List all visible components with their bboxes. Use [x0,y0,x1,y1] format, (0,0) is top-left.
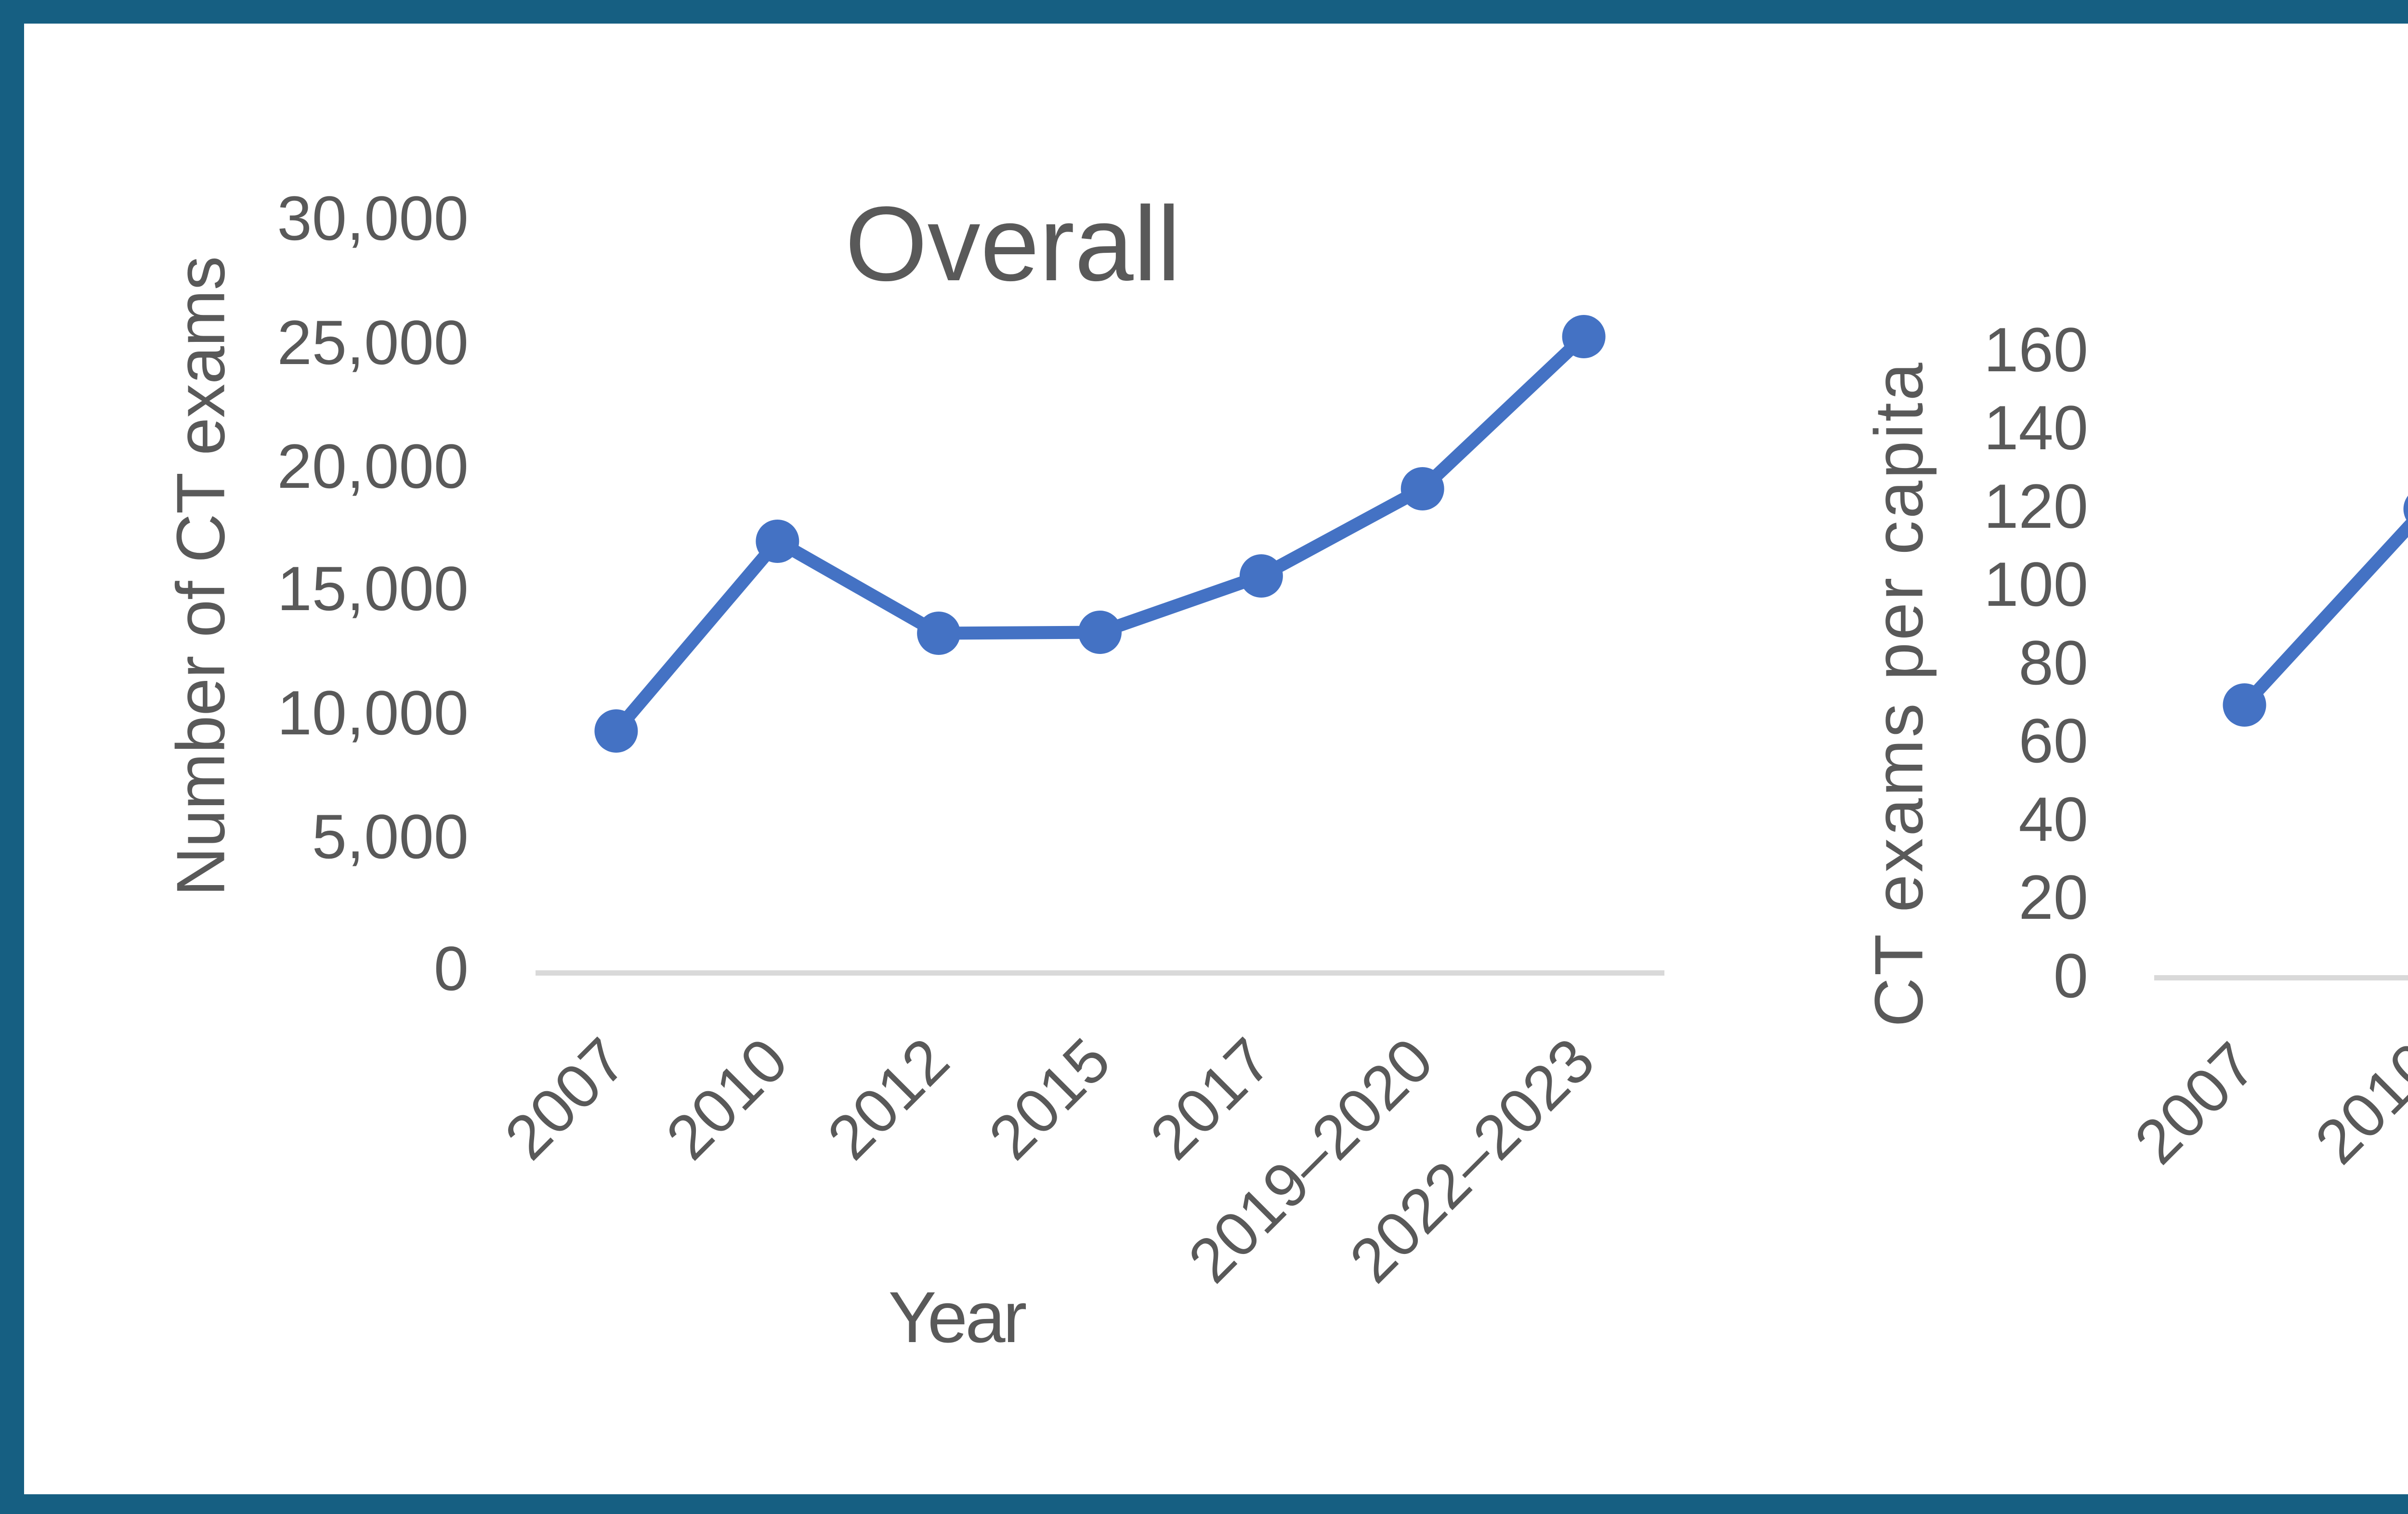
svg-text:80: 80 [2018,627,2088,698]
svg-text:5,000: 5,000 [312,801,469,872]
svg-text:Number of CT exams: Number of CT exams [163,257,239,897]
svg-text:100: 100 [1984,549,2088,619]
svg-text:120: 120 [1984,471,2088,541]
svg-text:60: 60 [2018,705,2088,776]
svg-text:20,000: 20,000 [277,431,469,501]
svg-text:40: 40 [2018,784,2088,854]
svg-text:30,000: 30,000 [277,183,469,253]
svg-text:10,000: 10,000 [277,678,469,748]
svg-text:15,000: 15,000 [277,553,469,624]
svg-text:0: 0 [434,933,469,1004]
svg-text:20: 20 [2018,862,2088,932]
svg-text:160: 160 [1984,314,2088,385]
svg-text:140: 140 [1984,392,2088,463]
svg-text:CT exams per capita: CT exams per capita [1861,361,1937,1027]
svg-text:25,000: 25,000 [277,307,469,378]
svg-text:Overall: Overall [845,184,1181,303]
svg-text:Year: Year [888,1277,1026,1357]
svg-text:0: 0 [2054,940,2088,1011]
